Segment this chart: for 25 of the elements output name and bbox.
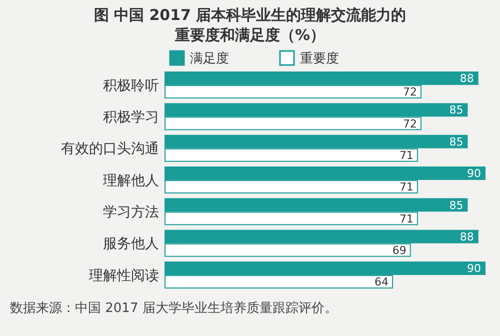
data-label: 72 (403, 117, 417, 130)
data-label: 69 (392, 244, 406, 257)
data-label: 90 (467, 167, 481, 180)
source-note: 数据来源：中国 2017 届大学毕业生培养质量跟踪评价。 (10, 300, 338, 316)
y-tick-label: 积极学习 (103, 110, 159, 126)
data-label: 85 (449, 198, 464, 212)
data-label: 71 (399, 148, 414, 162)
data-label: 85 (449, 104, 464, 117)
legend-label: 重要度 (300, 50, 339, 67)
data-label: 64 (374, 276, 389, 289)
data-label: 72 (403, 86, 417, 99)
y-tick-label: 服务他人 (103, 236, 159, 252)
data-label: 85 (449, 135, 464, 148)
y-tick-label: 理解性阅读 (89, 268, 159, 284)
legend-label: 满足度 (190, 50, 229, 67)
y-tick-label: 积极聆听 (103, 78, 159, 94)
data-label: 71 (399, 180, 414, 194)
y-tick-label: 有效的口头沟通 (61, 141, 159, 158)
y-tick-label: 理解他人 (103, 172, 159, 189)
chart-title: 图 中国 2017 届本科毕业生的理解交流能力的重要度和满足度（%） (94, 6, 406, 44)
data-label: 88 (460, 230, 474, 244)
data-label: 90 (467, 262, 481, 276)
data-label: 88 (460, 72, 474, 86)
data-label: 71 (399, 212, 414, 226)
y-tick-label: 学习方法 (103, 204, 159, 221)
